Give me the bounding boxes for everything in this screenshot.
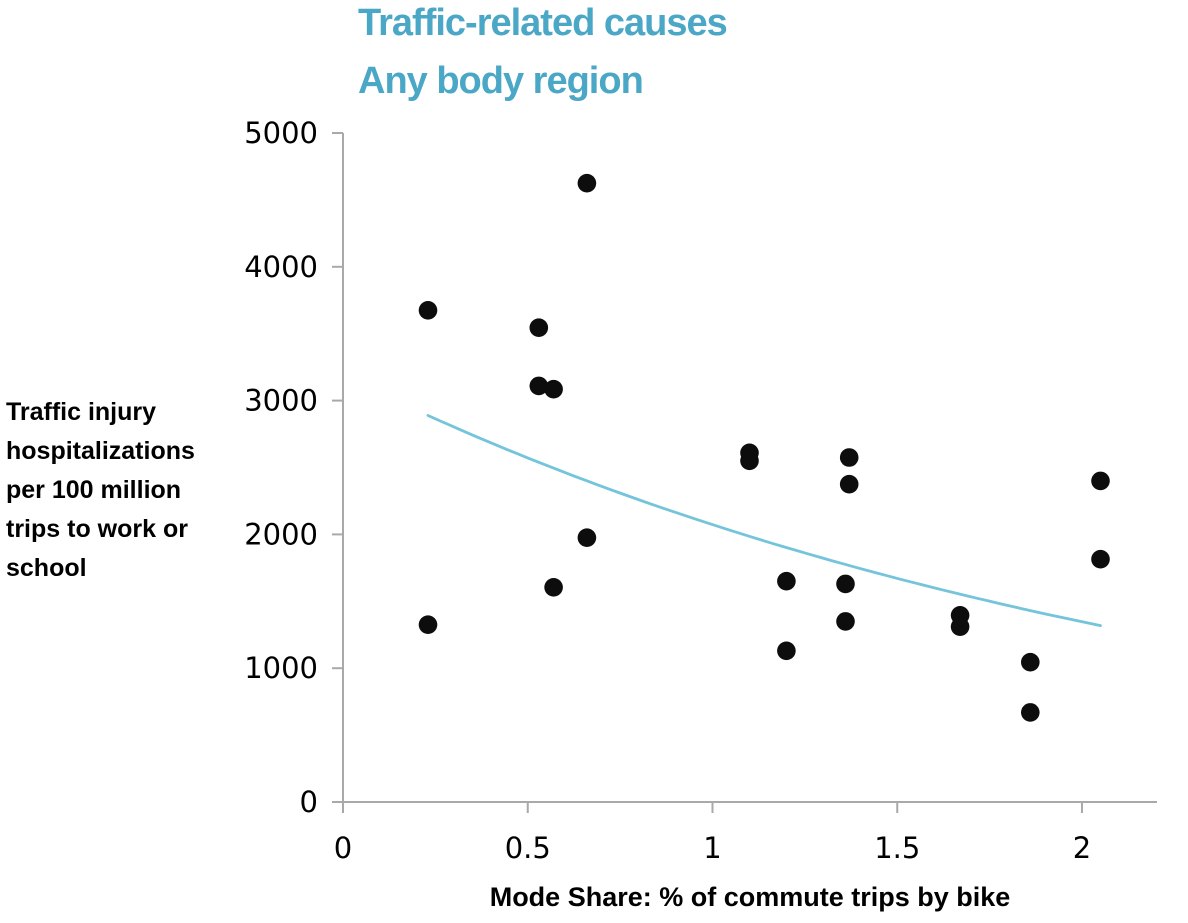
scatter-point (529, 318, 549, 338)
scatter-point (544, 379, 563, 399)
y-tick-label: 0 (300, 785, 318, 819)
scatter-point (1091, 471, 1110, 491)
y-axis-title-line-4: trips to work or (6, 515, 188, 543)
y-axis-title-line-1: Traffic injury (6, 398, 157, 426)
y-axis-title-line-5: school (6, 554, 87, 582)
y-tick-label: 3000 (244, 384, 318, 418)
y-axis-title-line-3: per 100 million (6, 476, 182, 504)
y-axis-title: Traffic injury hospitalizations per 100 … (6, 393, 236, 588)
scatter-point (418, 301, 438, 320)
x-tick-label: 1 (703, 831, 721, 865)
y-axis-title-line-2: hospitalizations (6, 437, 195, 465)
scatter-point (740, 451, 759, 471)
trend-line (426, 414, 1102, 627)
scatter-point (777, 571, 796, 591)
chart-title-line-2: Any body region (358, 60, 644, 102)
scatter-point (529, 376, 549, 396)
scatter-point (418, 615, 438, 634)
y-tick-label: 4000 (244, 250, 318, 284)
y-tick-label: 5000 (244, 116, 318, 150)
scatter-point (836, 574, 855, 594)
chart-title-line-1: Traffic-related causes (358, 2, 728, 44)
x-axis-title: Mode Share: % of commute trips by bike (489, 882, 1011, 912)
y-tick-label: 1000 (244, 651, 318, 685)
scatter-point (836, 612, 855, 631)
scatter-point (950, 617, 970, 636)
scatter-point (1021, 703, 1040, 722)
y-tick-label: 2000 (244, 517, 318, 551)
x-tick-label: 1.5 (874, 831, 920, 865)
scatter-point (1091, 549, 1110, 569)
scatter-point (839, 474, 859, 494)
chart-title: Traffic-related causes Any body region (358, 0, 728, 110)
x-tick-label: 2 (1073, 831, 1091, 865)
scatter-point (577, 528, 597, 547)
scatter-point (544, 578, 563, 597)
scatter-point (839, 448, 859, 467)
x-tick-label: 0 (334, 831, 352, 865)
x-tick-label: 0.5 (505, 831, 551, 865)
scatter-point (577, 173, 597, 193)
scatter-point (777, 641, 796, 661)
scatter-point (1021, 652, 1040, 672)
